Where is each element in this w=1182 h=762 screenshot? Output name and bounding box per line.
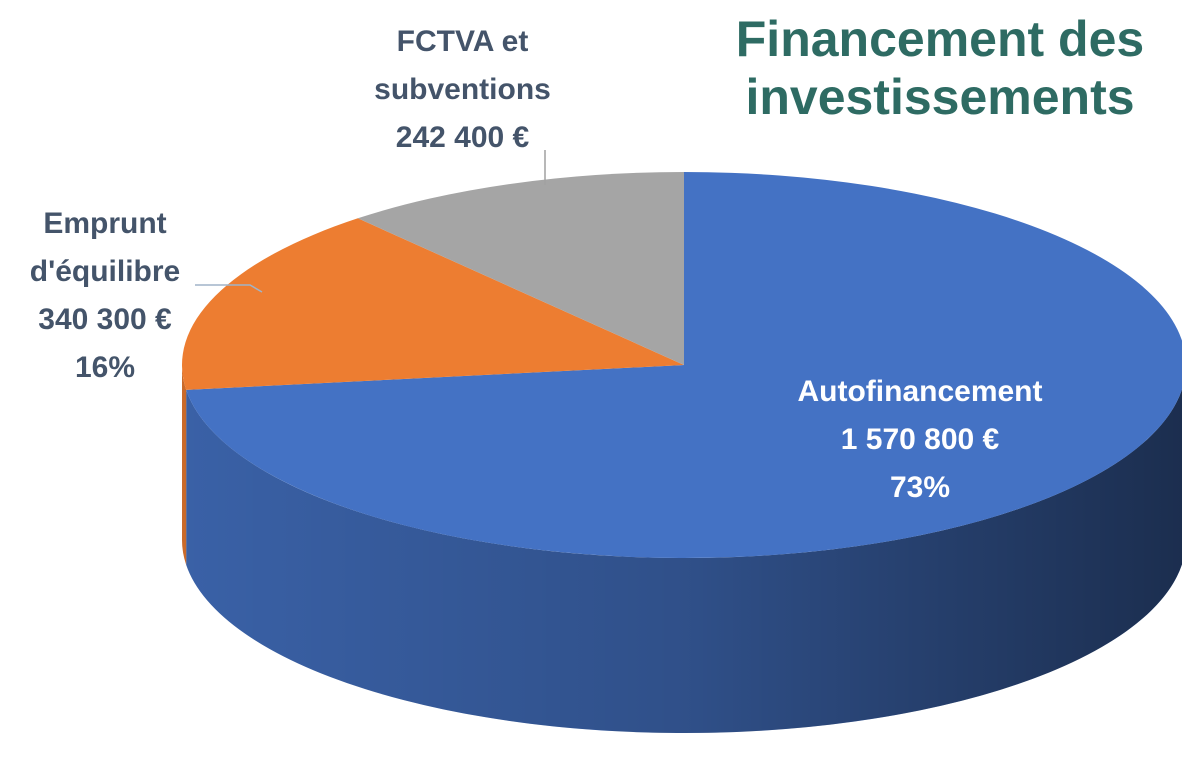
data-label: Emprunt d'équilibre 340 300 € 16% <box>0 200 210 392</box>
pie-slice <box>357 172 684 365</box>
category-label: Autofinancement <box>797 375 1043 408</box>
value-label: 340 300 € <box>38 303 172 336</box>
percent-label: 16% <box>74 351 136 384</box>
value-label: 1 570 800 € <box>840 423 1000 456</box>
leader-line <box>195 284 263 293</box>
pie-slice <box>182 218 685 390</box>
data-label: Autofinancement 1 570 800 € 73% <box>770 368 1070 512</box>
side-shade <box>182 365 1182 733</box>
percent-label: 73% <box>889 471 951 504</box>
chart-title: Financement des investissements <box>735 11 1145 125</box>
data-label: FCTVA et subventions 242 400 € <box>330 18 595 162</box>
pie-sides <box>182 365 1182 733</box>
pie-slice <box>186 172 1182 558</box>
category-label: FCTVA et subventions <box>374 25 551 106</box>
category-label: Emprunt d'équilibre <box>29 207 181 288</box>
value-label: 242 400 € <box>395 121 530 154</box>
pie-tops <box>182 172 1182 558</box>
